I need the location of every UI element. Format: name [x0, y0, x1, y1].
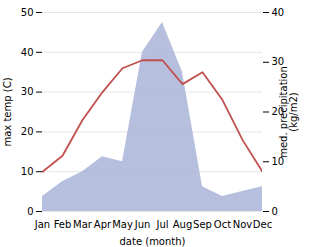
svg-text:max temp (C): max temp (C): [2, 77, 13, 146]
svg-text:Nov: Nov: [233, 219, 253, 230]
svg-text:30: 30: [272, 56, 285, 67]
svg-text:Sep: Sep: [193, 219, 212, 230]
svg-text:30: 30: [21, 86, 34, 97]
svg-text:med. precipitation(kg/m2): med. precipitation(kg/m2): [278, 66, 299, 158]
svg-text:0: 0: [27, 206, 33, 217]
svg-text:Oct: Oct: [214, 219, 231, 230]
svg-text:Apr: Apr: [94, 219, 112, 230]
svg-text:20: 20: [21, 126, 34, 137]
svg-text:40: 40: [272, 7, 285, 18]
svg-text:10: 10: [21, 166, 34, 177]
svg-text:Feb: Feb: [54, 219, 72, 230]
svg-text:Jun: Jun: [134, 219, 151, 230]
svg-text:date (month): date (month): [120, 236, 186, 247]
svg-text:0: 0: [272, 206, 278, 217]
svg-text:50: 50: [21, 7, 34, 18]
svg-text:10: 10: [271, 155, 285, 167]
svg-text:Jan: Jan: [34, 219, 50, 230]
svg-text:Mar: Mar: [73, 219, 93, 230]
svg-text:May: May: [112, 219, 133, 230]
svg-text:Jul: Jul: [155, 219, 168, 230]
svg-text:40: 40: [21, 47, 34, 58]
svg-text:Aug: Aug: [173, 219, 193, 230]
svg-text:Dec: Dec: [253, 219, 272, 230]
